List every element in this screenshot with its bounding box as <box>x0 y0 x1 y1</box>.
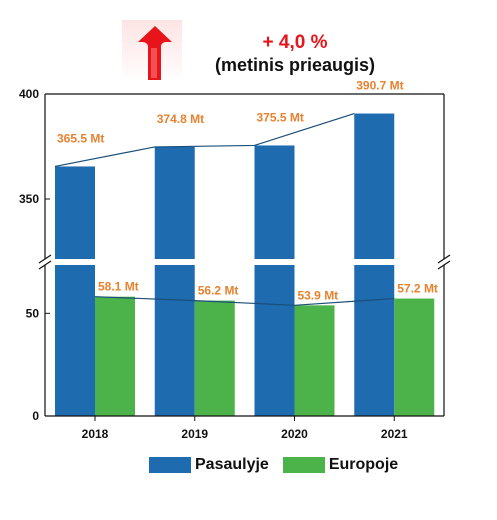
axis-break-mark-0-a <box>38 254 52 264</box>
data-label-world-2019: 374.8 Mt <box>157 112 204 126</box>
y-tick-label-50: 50 <box>26 306 40 320</box>
data-label-world-2020: 375.5 Mt <box>257 110 304 124</box>
legend-label-world: Pasaulyje <box>195 456 269 473</box>
legend-item-europe: Europoje <box>282 456 399 474</box>
bar-europe-2019 <box>194 300 235 416</box>
chart-legend: Pasaulyje Europoje <box>149 455 412 475</box>
trend-line-world <box>54 112 355 168</box>
x-tick-label-2018: 2018 <box>82 427 109 441</box>
data-label-europe-2019: 56.2 Mt <box>198 284 239 298</box>
data-label-world-2021: 390.7 Mt <box>356 79 403 93</box>
axis-break-mark-1-b <box>437 260 451 270</box>
x-tick-label-2020: 2020 <box>281 427 308 441</box>
bar-europe-2018 <box>95 296 135 416</box>
growth-caption: (metinis prieaugis) <box>214 55 376 75</box>
y-tick-label-0: 0 <box>32 409 39 423</box>
data-label-europe-2020: 53.9 Mt <box>298 288 339 302</box>
bar-world-2019 <box>154 146 195 417</box>
growth-text: + 4,0 % (metinis prieaugis) <box>195 32 395 76</box>
bar-europe-2021 <box>394 298 435 416</box>
axis-break-gap <box>46 259 445 265</box>
x-tick-label-2019: 2019 <box>181 427 208 441</box>
chart-header: + 4,0 % (metinis prieaugis) <box>0 0 497 90</box>
bar-world-2020 <box>254 145 295 416</box>
bar-chart: 365.5 Mt 58.1 Mt 2018 374.8 Mt 56.2 Mt 2019 37… <box>19 79 451 441</box>
bar-world-2018 <box>55 166 95 416</box>
legend-swatch-europe <box>282 457 325 473</box>
growth-arrow-badge <box>122 20 182 82</box>
legend-label-europe: Europoje <box>328 456 399 473</box>
axis-break-mark-1-a <box>437 254 451 264</box>
data-label-europe-2018: 58.1 Mt <box>98 280 139 294</box>
x-tick-label-2021: 2021 <box>381 427 408 441</box>
trend-line-europe <box>94 296 395 306</box>
data-label-europe-2021: 57.2 Mt <box>397 282 438 296</box>
y-tick-label-400: 400 <box>19 87 39 101</box>
y-tick-label-350: 350 <box>19 192 39 206</box>
axis-break-mark-0-b <box>38 260 52 270</box>
legend-item-world: Pasaulyje <box>149 456 269 474</box>
bar-europe-2020 <box>294 305 335 416</box>
data-label-world-2018: 365.5 Mt <box>57 131 104 145</box>
red-up-arrow-icon <box>138 26 172 80</box>
growth-value: + 4,0 % <box>262 32 328 53</box>
legend-swatch-world <box>149 457 191 473</box>
